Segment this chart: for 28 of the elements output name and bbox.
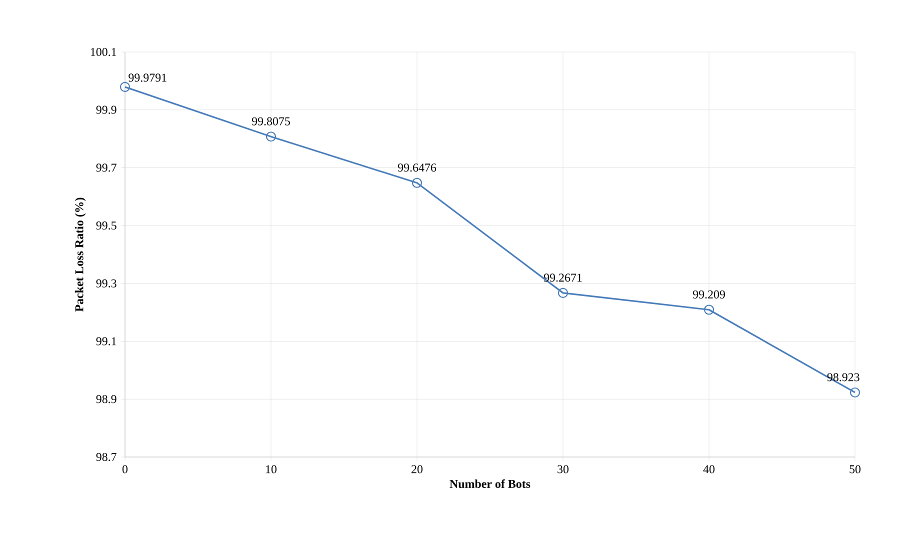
data-label: 99.6476: [398, 164, 436, 172]
x-tick-label: 30: [558, 465, 569, 474]
x-tick-label: 20: [412, 465, 423, 474]
x-axis-title: Number of Bots: [450, 479, 530, 488]
data-label: 99.9791: [128, 74, 166, 82]
point: [412, 178, 422, 188]
y-tick-label: 100.1: [90, 48, 116, 56]
y-tick-label: 99.9: [96, 106, 116, 114]
y-tick-label: 99.5: [96, 222, 116, 230]
y-tick-label: 98.7: [96, 452, 116, 462]
y-axis-title: Packet Loss Ratio (%): [74, 198, 86, 312]
x-tick-label: 50: [850, 465, 861, 474]
data-label: 98.923: [827, 373, 860, 382]
y-tick-label: 99.3: [96, 279, 116, 288]
x-tick-label: 40: [703, 465, 715, 474]
point: [266, 132, 276, 142]
point: [850, 387, 860, 398]
y-tick-label: 99.7: [96, 164, 116, 172]
x-tick-label: 0: [122, 465, 128, 474]
data-label: 99.8075: [252, 117, 290, 126]
point: [558, 288, 568, 298]
data-label: 99.2671: [544, 274, 582, 282]
point: [120, 82, 130, 92]
data-label: 99.209: [692, 290, 725, 299]
x-tick-label: 10: [266, 465, 277, 474]
point: [704, 304, 714, 315]
y-tick-label: 99.1: [96, 337, 116, 346]
y-tick-label: 98.9: [96, 395, 116, 404]
